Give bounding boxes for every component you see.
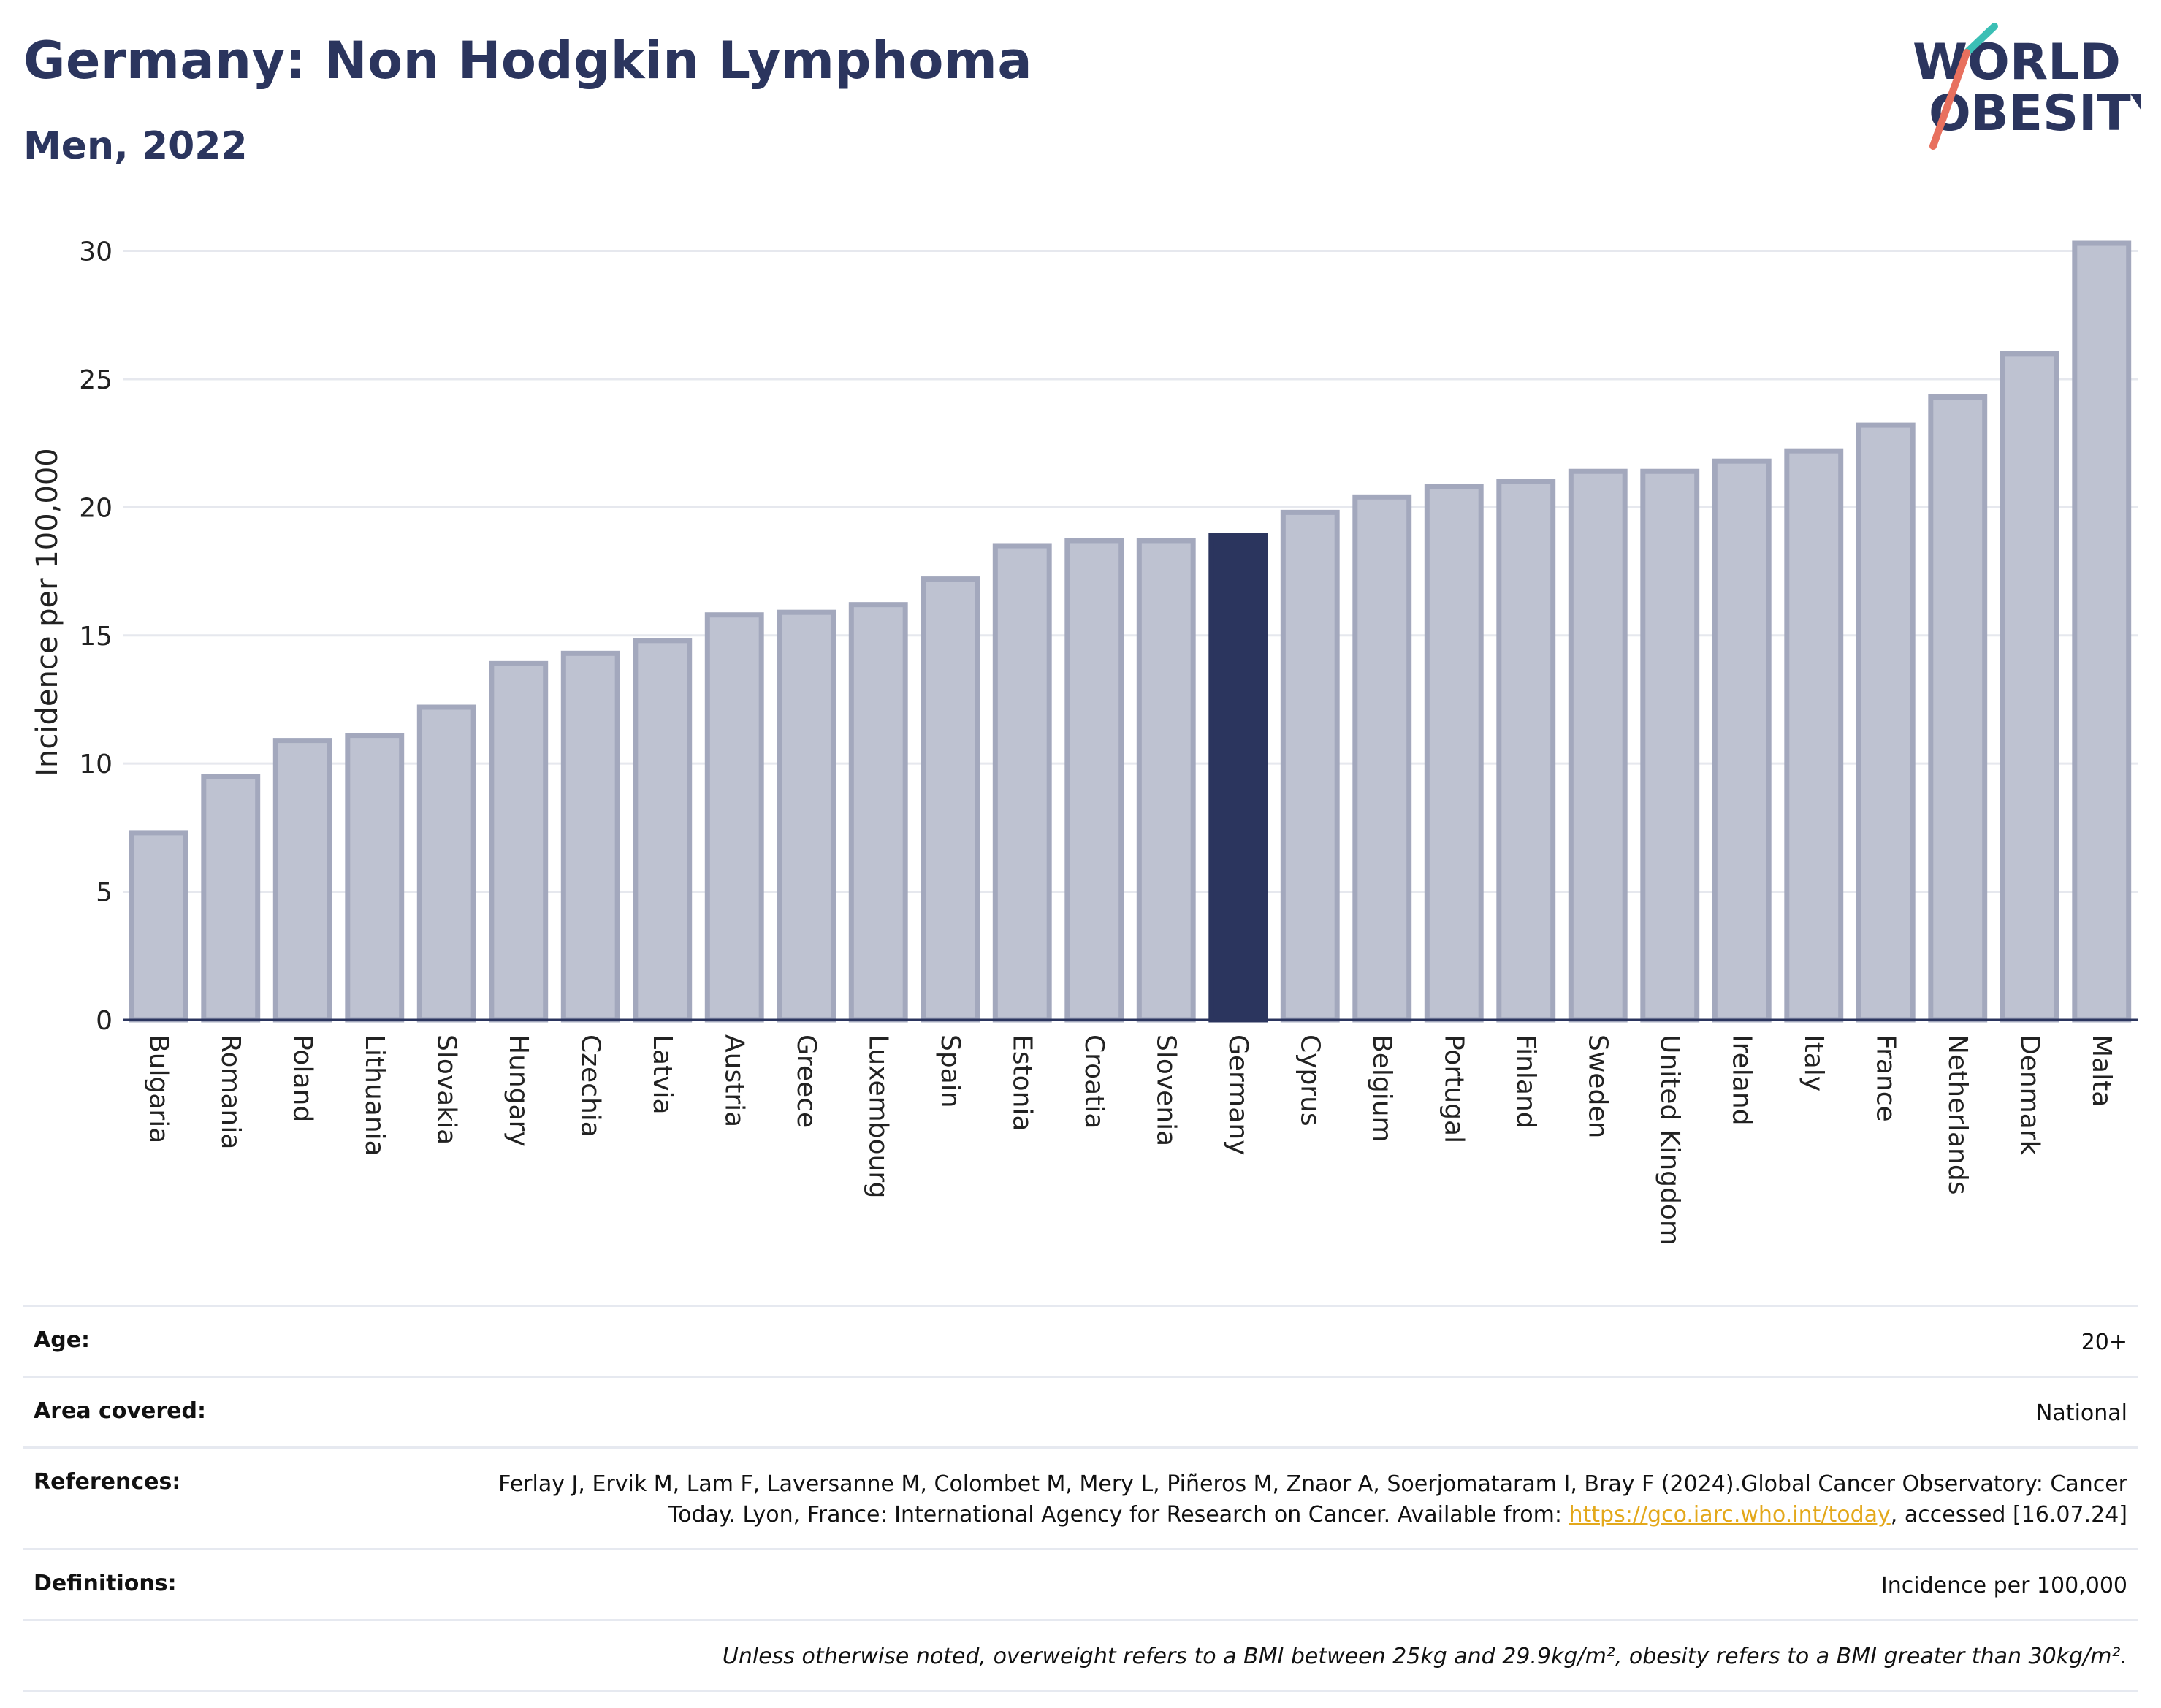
info-row-age: Age: 20+ — [23, 1305, 2138, 1376]
references-text-1: Ferlay J, Ervik M, Lam F, Laversanne M, … — [498, 1471, 2127, 1528]
bar-italy[interactable] — [1784, 448, 1844, 1023]
bar-czechia[interactable] — [560, 650, 620, 1023]
bar-united-kingdom[interactable] — [1640, 468, 1700, 1023]
x-tick-label: Greece — [791, 1034, 821, 1128]
bar-ireland[interactable] — [1712, 458, 1772, 1023]
x-tick-label: Luxembourg — [863, 1034, 893, 1198]
x-tick-label: Bulgaria — [143, 1034, 173, 1143]
x-tick-label: Portugal — [1438, 1034, 1468, 1143]
references-value: Ferlay J, Ervik M, Lam F, Laversanne M, … — [447, 1469, 2127, 1530]
x-tick-label: Malta — [2086, 1034, 2116, 1107]
y-tick-label: 10 — [79, 750, 113, 779]
bar-luxembourg[interactable] — [848, 602, 908, 1023]
y-tick-label: 5 — [96, 878, 113, 908]
page-subtitle: Men, 2022 — [23, 124, 248, 168]
bar-germany[interactable] — [1208, 533, 1268, 1023]
x-tick-label: Austria — [719, 1034, 749, 1127]
bar-malta[interactable] — [2072, 240, 2132, 1023]
bar-france[interactable] — [1856, 422, 1916, 1023]
logo-line-2: OBESITY — [1929, 85, 2141, 142]
bar-denmark[interactable] — [2000, 351, 2059, 1023]
bar-croatia[interactable] — [1064, 538, 1124, 1023]
x-tick-label: Belgium — [1367, 1034, 1397, 1143]
x-tick-label: Finland — [1511, 1034, 1541, 1129]
y-tick-label: 20 — [79, 493, 113, 523]
x-tick-label: Latvia — [647, 1034, 677, 1115]
x-tick-label: Lithuania — [359, 1034, 389, 1156]
info-row-definitions: Definitions: Incidence per 100,000 — [23, 1548, 2138, 1619]
bar-chart: 0 5 10 15 20 25 30 Bulgaria Romania Poland Lithuan… — [31, 237, 2138, 1246]
x-tick-label: Ireland — [1726, 1034, 1756, 1126]
bar-greece[interactable] — [777, 609, 836, 1023]
x-tick-label: Slovakia — [431, 1034, 461, 1145]
y-tick-label: 30 — [79, 237, 113, 267]
bar-austria[interactable] — [704, 612, 764, 1023]
x-tick-label: Slovenia — [1151, 1034, 1181, 1146]
references-link[interactable]: https://gco.iarc.who.int/today — [1569, 1502, 1891, 1528]
bar-slovenia[interactable] — [1136, 538, 1196, 1023]
x-tick-label: Estonia — [1007, 1034, 1037, 1132]
bar-spain[interactable] — [921, 576, 980, 1023]
x-tick-label: Italy — [1799, 1034, 1829, 1091]
bar-belgium[interactable] — [1352, 494, 1412, 1023]
x-tick-label: Sweden — [1582, 1034, 1612, 1138]
age-value: 20+ — [2081, 1330, 2127, 1355]
x-tick-label: Hungary — [503, 1034, 533, 1147]
x-tick-label: Croatia — [1079, 1034, 1109, 1129]
x-tick-label: Romania — [216, 1034, 245, 1149]
info-row-references: References: Ferlay J, Ervik M, Lam F, La… — [23, 1446, 2138, 1548]
bar-portugal[interactable] — [1424, 484, 1484, 1023]
bars — [129, 240, 2132, 1023]
bar-romania[interactable] — [201, 774, 261, 1023]
y-tick-label: 0 — [96, 1006, 113, 1036]
age-label: Age: — [34, 1327, 91, 1353]
bar-hungary[interactable] — [489, 660, 549, 1023]
bar-poland[interactable] — [272, 738, 332, 1023]
tick-labels: 0 5 10 15 20 25 30 Bulgaria Romania Poland Lithuan… — [79, 237, 2116, 1246]
x-tick-label: Poland — [287, 1034, 317, 1122]
bar-latvia[interactable] — [633, 638, 693, 1023]
bar-finland[interactable] — [1496, 479, 1556, 1023]
area-value: National — [2035, 1400, 2127, 1426]
bar-cyprus[interactable] — [1280, 509, 1340, 1023]
bar-netherlands[interactable] — [1928, 394, 1988, 1023]
bar-estonia[interactable] — [992, 543, 1052, 1023]
bmi-note: Unless otherwise noted, overweight refer… — [722, 1644, 2127, 1669]
bar-slovakia[interactable] — [416, 704, 476, 1023]
info-table: Age: 20+ Area covered: National Referenc… — [23, 1305, 2138, 1692]
references-text-2: , accessed [16.07.24] — [1890, 1502, 2127, 1528]
x-tick-label: Germany — [1223, 1034, 1253, 1155]
x-tick-label: Netherlands — [1943, 1034, 1973, 1194]
logo-line-1: WORLD — [1913, 34, 2121, 91]
info-row-area: Area covered: National — [23, 1376, 2138, 1446]
x-tick-label: Denmark — [2014, 1034, 2044, 1156]
bar-sweden[interactable] — [1568, 468, 1628, 1023]
world-obesity-logo: WORLD OBESITY — [1913, 23, 2141, 150]
info-row-note: Unless otherwise noted, overweight refer… — [23, 1619, 2138, 1692]
logo-slash-teal — [1963, 23, 1998, 56]
area-label: Area covered: — [34, 1398, 206, 1424]
y-tick-label: 25 — [79, 365, 113, 395]
y-axis-label: Incidence per 100,000 — [31, 448, 64, 777]
page-title: Germany: Non Hodgkin Lymphoma — [23, 31, 1033, 91]
definitions-value: Incidence per 100,000 — [1880, 1573, 2127, 1598]
y-tick-label: 15 — [79, 622, 113, 652]
x-tick-label: France — [1870, 1034, 1900, 1122]
x-tick-label: Czechia — [575, 1034, 605, 1137]
references-label: References: — [34, 1469, 181, 1495]
logo-slash-coral — [1929, 49, 1970, 150]
definitions-label: Definitions: — [34, 1571, 177, 1596]
x-tick-label: Spain — [935, 1034, 965, 1108]
bar-bulgaria[interactable] — [129, 830, 188, 1023]
bar-lithuania[interactable] — [345, 733, 405, 1023]
x-tick-label: United Kingdom — [1655, 1034, 1685, 1246]
x-tick-label: Cyprus — [1295, 1034, 1325, 1126]
